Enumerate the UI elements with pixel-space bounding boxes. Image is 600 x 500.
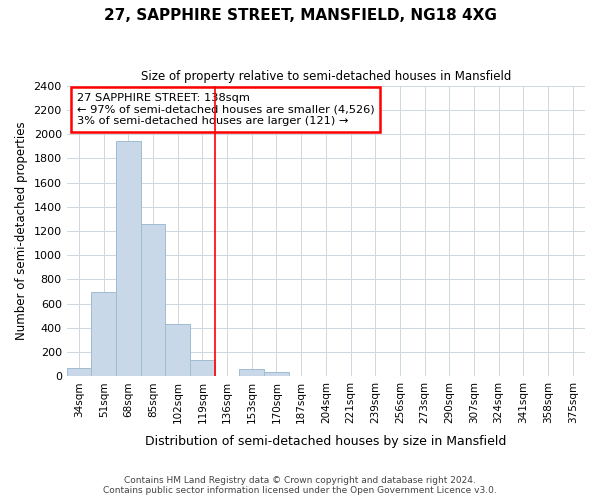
- Bar: [91, 292, 116, 376]
- Bar: [116, 142, 141, 376]
- Bar: [141, 224, 166, 376]
- Bar: [239, 369, 264, 376]
- Title: Size of property relative to semi-detached houses in Mansfield: Size of property relative to semi-detach…: [140, 70, 511, 83]
- Text: 27 SAPPHIRE STREET: 138sqm
← 97% of semi-detached houses are smaller (4,526)
3% : 27 SAPPHIRE STREET: 138sqm ← 97% of semi…: [77, 93, 374, 126]
- Text: 27, SAPPHIRE STREET, MANSFIELD, NG18 4XG: 27, SAPPHIRE STREET, MANSFIELD, NG18 4XG: [104, 8, 496, 22]
- Bar: [264, 372, 289, 376]
- Bar: [166, 324, 190, 376]
- Bar: [190, 360, 215, 376]
- Y-axis label: Number of semi-detached properties: Number of semi-detached properties: [15, 122, 28, 340]
- X-axis label: Distribution of semi-detached houses by size in Mansfield: Distribution of semi-detached houses by …: [145, 434, 506, 448]
- Text: Contains HM Land Registry data © Crown copyright and database right 2024.
Contai: Contains HM Land Registry data © Crown c…: [103, 476, 497, 495]
- Bar: [67, 368, 91, 376]
